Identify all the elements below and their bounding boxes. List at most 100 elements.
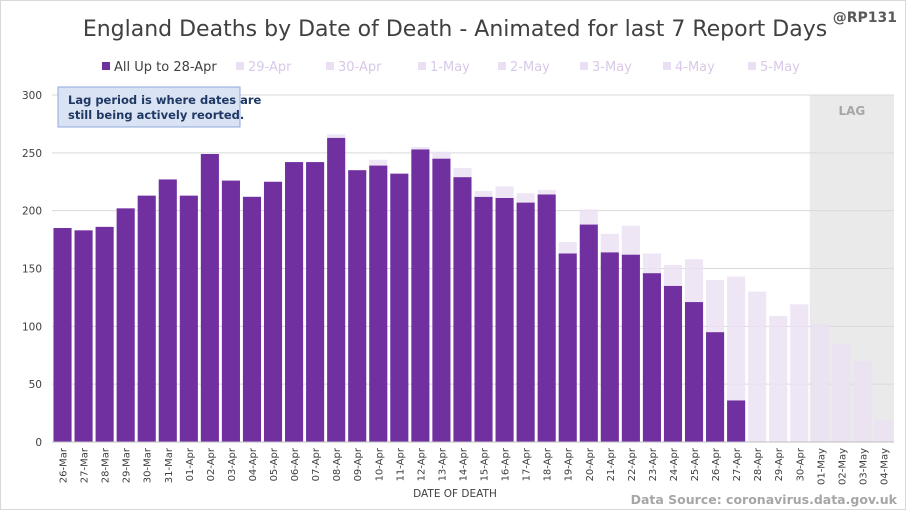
- x-tick-label: 02-Apr: [206, 447, 217, 481]
- x-tick-label: 07-Apr: [311, 447, 322, 481]
- bar-30-Apr-s1: [790, 304, 809, 442]
- bar-10-Apr-s0: [369, 165, 388, 442]
- y-tick-label: 100: [22, 321, 42, 333]
- bar-15-Apr-s0: [474, 196, 493, 442]
- x-tick-label: 28-Apr: [753, 447, 764, 481]
- x-tick-label: 04-May: [879, 448, 890, 485]
- x-tick-label: 12-Apr: [416, 447, 427, 481]
- bar-08-Apr-s0: [327, 137, 346, 442]
- x-tick-label: 27-Mar: [80, 447, 91, 483]
- bar-09-Apr-s0: [348, 170, 367, 442]
- bar-29-Mar-s0: [116, 208, 135, 442]
- x-tick-label: 08-Apr: [332, 447, 343, 481]
- bar-23-Apr-s0: [642, 273, 661, 442]
- bar-24-Apr-s1: [663, 265, 683, 286]
- bar-01-Apr-s0: [179, 195, 198, 442]
- bar-22-Apr-s0: [621, 254, 640, 442]
- bar-04-May-s1: [874, 420, 893, 442]
- x-tick-label: 23-Apr: [648, 447, 659, 481]
- x-tick-label: 05-Apr: [269, 447, 280, 481]
- bar-28-Mar-s0: [95, 226, 114, 442]
- bar-21-Apr-s1: [600, 233, 619, 253]
- bar-25-Apr-s1: [684, 259, 704, 303]
- bar-20-Apr-s0: [579, 224, 598, 442]
- x-tick-label: 06-Apr: [290, 447, 301, 481]
- x-tick-label: 15-Apr: [480, 447, 491, 481]
- legend-label: 29-Apr: [248, 60, 292, 75]
- bar-01-May-s1: [811, 324, 830, 442]
- x-tick-label: 11-Apr: [395, 447, 406, 481]
- x-tick-label: 20-Apr: [585, 447, 596, 481]
- x-tick-label: 27-Apr: [732, 447, 743, 481]
- x-tick-label: 10-Apr: [374, 447, 385, 481]
- x-tick-label: 30-Mar: [143, 447, 154, 483]
- bar-24-Apr-s0: [663, 285, 683, 442]
- y-tick-label: 0: [35, 437, 42, 449]
- bar-31-Mar-s0: [158, 179, 177, 443]
- y-tick-label: 200: [22, 206, 42, 218]
- x-tick-label: 13-Apr: [437, 447, 448, 481]
- bar-26-Apr-s1: [706, 280, 725, 333]
- bar-15-Apr-s1: [474, 191, 493, 197]
- bar-05-Apr-s0: [263, 181, 283, 442]
- x-tick-label: 29-Mar: [122, 447, 133, 483]
- bar-03-May-s1: [853, 361, 872, 442]
- bar-19-Apr-s0: [558, 253, 577, 442]
- legend-swatch: [580, 62, 588, 70]
- bar-27-Apr-s0: [727, 400, 746, 442]
- bar-12-Apr-s0: [411, 149, 430, 442]
- bar-21-Apr-s0: [600, 252, 619, 442]
- legend-swatch: [102, 62, 110, 70]
- x-tick-label: 04-Apr: [248, 447, 259, 481]
- legend: All Up to 28-Apr 29-Apr 30-Apr 1-May 2-May 3-…: [102, 60, 800, 75]
- x-tick-label: 25-Apr: [690, 447, 701, 481]
- bar-16-Apr-s1: [495, 186, 514, 198]
- x-tick-label: 01-May: [816, 448, 827, 485]
- bar-14-Apr-s1: [453, 167, 472, 178]
- x-tick-label: 03-May: [858, 448, 869, 485]
- x-tick-label: 01-Apr: [185, 447, 196, 481]
- author-handle: @RP131: [833, 10, 897, 26]
- bar-23-Apr-s1: [642, 253, 661, 274]
- bar-22-Apr-s1: [621, 225, 640, 255]
- lag-note-line-2: still being actively reorted.: [68, 108, 244, 122]
- bar-30-Mar-s0: [137, 195, 156, 442]
- legend-label: 1-May: [430, 60, 470, 75]
- x-tick-label: 21-Apr: [606, 447, 617, 481]
- bar-03-Apr-s0: [221, 180, 240, 443]
- legend-label: 2-May: [510, 60, 550, 75]
- legend-swatch: [418, 62, 426, 70]
- bar-27-Mar-s0: [74, 230, 93, 442]
- bar-18-Apr-s1: [537, 189, 556, 195]
- bar-04-Apr-s0: [242, 196, 262, 442]
- legend-label: All Up to 28-Apr: [114, 60, 217, 75]
- bar-11-Apr-s0: [390, 173, 409, 443]
- x-tick-label: 19-Apr: [564, 447, 575, 481]
- bar-08-Apr-s1: [327, 134, 346, 138]
- chart-title: England Deaths by Date of Death - Animat…: [83, 17, 827, 42]
- y-tick-label: 50: [29, 379, 42, 391]
- bar-17-Apr-s1: [516, 193, 535, 203]
- legend-label: 5-May: [760, 60, 800, 75]
- x-tick-label: 03-Apr: [227, 447, 238, 481]
- bar-17-Apr-s0: [516, 202, 535, 442]
- x-tick-label: 26-Mar: [59, 447, 70, 483]
- y-tick-label: 150: [22, 264, 42, 276]
- x-tick-label: 18-Apr: [543, 447, 554, 481]
- bar-19-Apr-s1: [558, 241, 577, 254]
- legend-swatch: [498, 62, 506, 70]
- lag-note-line-1: Lag period is where dates are: [68, 93, 262, 107]
- bar-13-Apr-s0: [432, 158, 451, 442]
- x-tick-label: 09-Apr: [353, 447, 364, 481]
- bar-14-Apr-s0: [453, 177, 472, 442]
- x-tick-label: 28-Mar: [101, 447, 112, 483]
- bar-16-Apr-s0: [495, 197, 514, 442]
- y-tick-label: 250: [22, 148, 42, 160]
- x-axis-title: DATE OF DEATH: [413, 488, 497, 500]
- x-tick-label: 31-Mar: [164, 447, 175, 483]
- legend-swatch: [748, 62, 756, 70]
- x-tick-label: 24-Apr: [669, 447, 680, 481]
- x-tick-label: 14-Apr: [458, 447, 469, 481]
- y-tick-label: 300: [22, 90, 42, 102]
